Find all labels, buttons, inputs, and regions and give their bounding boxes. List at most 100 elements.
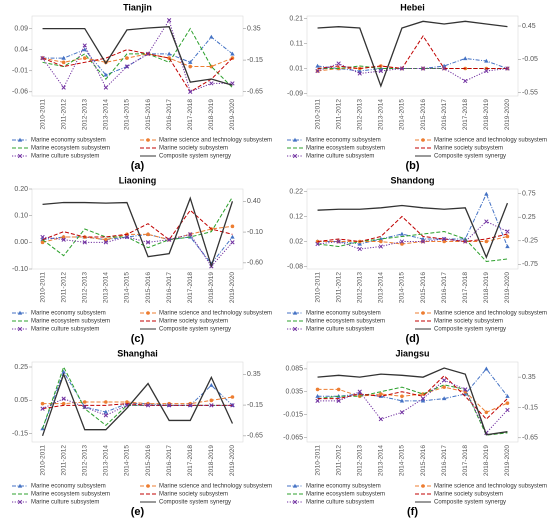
x-tick-label: 2014-2015 — [399, 99, 406, 130]
marker — [166, 403, 172, 408]
marker — [40, 234, 45, 240]
x-tick-label: 2011-2012 — [335, 272, 342, 303]
x-tick-label: 2013-2014 — [378, 99, 385, 130]
x-tick-label: 2018-2019 — [483, 99, 490, 130]
y-tick-label: 0.04 — [14, 47, 28, 54]
panel-label: (d) — [405, 333, 419, 345]
series-line — [42, 233, 233, 265]
marker — [357, 246, 362, 252]
x-tick-label: 2016-2017 — [166, 445, 173, 476]
legend-marker — [17, 137, 23, 142]
y2-tick-label: -0.65 — [247, 88, 263, 95]
legend-label: Marine economy subsystem — [306, 138, 381, 144]
marker — [357, 389, 362, 394]
marker — [505, 229, 510, 234]
legend-label: Marine economy subsystem — [31, 311, 106, 317]
legend-label: Marine society subsystem — [434, 146, 503, 152]
series-line — [42, 196, 234, 269]
series-line — [317, 230, 508, 263]
marker — [336, 398, 341, 404]
marker — [145, 403, 151, 408]
x-tick-label: 2015-2016 — [420, 272, 427, 303]
marker — [61, 237, 66, 242]
series-line — [317, 192, 508, 247]
legend-label: Marine science and technology subsystem — [159, 311, 272, 317]
series-line — [317, 62, 508, 82]
x-tick-label: 2014-2015 — [399, 445, 406, 476]
x-tick-label: 2017-2018 — [462, 272, 469, 303]
marker — [230, 403, 235, 408]
y-tick-label: 0.25 — [14, 364, 28, 371]
y2-tick-label: 0.35 — [247, 371, 261, 378]
legend-marker — [292, 483, 298, 488]
panel-title: Jiangsu — [395, 348, 429, 358]
marker — [61, 401, 66, 406]
x-tick-label: 2018-2019 — [208, 272, 215, 303]
panel: Shanghai -0.15 0.05 0.25 -0.65 -0.15 0.35 2010-… — [12, 348, 272, 518]
x-tick-label: 2019-2020 — [229, 99, 236, 130]
marker — [104, 400, 108, 404]
marker — [357, 68, 362, 73]
marker — [315, 387, 320, 392]
y-tick-label: -0.015 — [283, 411, 303, 418]
x-tick-label: 2013-2014 — [378, 445, 385, 476]
marker — [82, 56, 87, 60]
panel: Jiangsu -0.065 -0.015 0.035 0.085 -0.65 -0.15 0… — [283, 348, 547, 518]
legend-label: Marine ecosystem subsystem — [306, 319, 385, 325]
marker — [357, 241, 362, 246]
marker — [441, 63, 447, 68]
marker — [188, 89, 193, 94]
y2-tick-label: -0.15 — [522, 404, 538, 411]
series-line — [42, 19, 233, 93]
marker — [40, 406, 45, 411]
marker — [188, 403, 193, 408]
legend-label: Marine science and technology subsystem — [434, 138, 547, 144]
legend-marker — [146, 138, 150, 142]
series-line — [42, 49, 233, 93]
marker — [61, 235, 66, 239]
legend-marker — [421, 484, 425, 488]
y2-tick-label: 0.25 — [522, 214, 536, 221]
legend-marker — [421, 138, 425, 142]
marker — [505, 401, 510, 405]
y2-tick-label: 0.45 — [522, 23, 536, 30]
x-tick-label: 2016-2017 — [441, 99, 448, 130]
y2-tick-label: -0.10 — [247, 229, 263, 236]
x-tick-label: 2017-2018 — [462, 99, 469, 130]
marker — [188, 60, 193, 64]
legend-label: Marine science and technology subsystem — [159, 484, 272, 490]
series-line — [317, 367, 508, 436]
legend-label: Marine culture subsystem — [31, 327, 99, 333]
legend-label: Marine society subsystem — [159, 492, 228, 498]
marker — [315, 63, 320, 68]
x-tick-label: 2010-2011 — [314, 272, 321, 303]
marker — [209, 398, 214, 403]
y-tick-label: 0.21 — [289, 15, 303, 22]
marker — [230, 51, 235, 56]
legend-marker — [146, 311, 150, 315]
panel-title: Shanghai — [117, 348, 158, 358]
x-tick-label: 2011-2012 — [60, 99, 67, 130]
legend-label: Marine ecosystem subsystem — [306, 146, 385, 152]
x-tick-label: 2010-2011 — [39, 445, 46, 476]
panel: Hebei -0.09 0.01 0.11 0.21 -0.55 -0.05 0.45 2010… — [287, 2, 547, 172]
marker — [145, 240, 151, 245]
plot-frame — [306, 15, 519, 97]
panel: Liaoning -0.10 0.00 0.10 0.20 -0.60 -0.10 0.40 2… — [12, 175, 272, 345]
panel: Tianjin -0.06 -0.01 0.04 0.09 -0.65 -0.15 0.35 2… — [12, 2, 272, 172]
marker — [441, 236, 447, 242]
marker — [82, 240, 87, 245]
marker — [420, 66, 426, 71]
y2-tick-label: 0.40 — [247, 198, 261, 205]
series-line — [317, 57, 508, 72]
marker — [82, 47, 87, 52]
legend-marker — [421, 311, 425, 315]
marker — [505, 407, 510, 413]
x-tick-label: 2015-2016 — [145, 99, 152, 130]
x-tick-label: 2010-2011 — [314, 99, 321, 130]
marker — [209, 81, 214, 86]
marker — [104, 237, 108, 242]
legend-marker — [17, 483, 23, 488]
panel-label: (c) — [131, 333, 145, 345]
x-tick-label: 2015-2016 — [420, 445, 427, 476]
